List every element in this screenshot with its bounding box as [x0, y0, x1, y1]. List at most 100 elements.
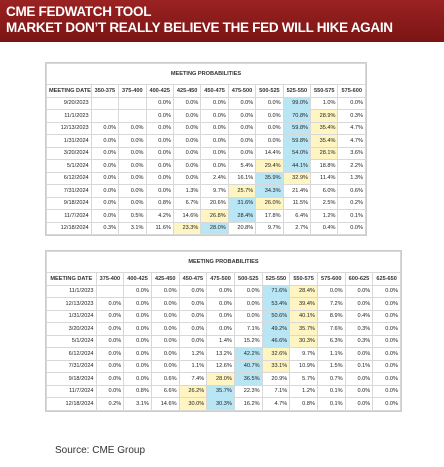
cell: 16.2% — [233, 397, 263, 411]
cell: 0.0% — [145, 109, 174, 123]
cell: 7.6% — [316, 322, 346, 336]
cell: 0.2% — [337, 196, 366, 210]
cell: 0.0% — [95, 347, 125, 361]
column-header: MEETING DATE — [46, 272, 97, 286]
row: 1/31/2024 0.0% 0.0% 0.0% 0.0% 0.0% 0.0% 50.6% 40… — [46, 309, 401, 323]
cell: 0.0% — [95, 359, 125, 373]
cell: 40.1% — [289, 309, 318, 323]
cell: 44.1% — [282, 159, 312, 173]
meeting-date: 9/20/2023 — [46, 96, 92, 110]
cell: 0.0% — [344, 372, 374, 386]
cell: 0.0% — [206, 284, 235, 298]
cell: 26.2% — [178, 384, 208, 398]
cell: 2.4% — [200, 171, 229, 185]
cell: 29.4% — [255, 159, 284, 173]
cell: 1.2% — [289, 384, 318, 398]
cell: 0.0% — [172, 171, 202, 185]
cell: 0.0% — [123, 334, 152, 348]
cell: 0.0% — [200, 109, 229, 123]
cell: 0.0% — [372, 297, 401, 311]
cell: 5.7% — [289, 372, 318, 386]
cell: 0.0% — [145, 134, 174, 148]
cell: 0.0% — [118, 121, 147, 135]
meeting-date: 12/13/2023 — [46, 121, 92, 135]
cell: 0.4% — [344, 309, 374, 323]
cell: 0.0% — [118, 146, 147, 160]
cell: 0.1% — [337, 209, 366, 223]
title-row: MEETING PROBABILITIES — [46, 63, 366, 85]
cell: 6.4% — [282, 209, 312, 223]
cell: 0.0% — [200, 96, 229, 110]
cell: 16.1% — [227, 171, 257, 185]
meeting-date: 3/20/2024 — [46, 322, 97, 336]
cell: 6.0% — [310, 184, 339, 198]
cell: 0.0% — [200, 159, 229, 173]
row: 12/13/2023 0.0% 0.0% 0.0% 0.0% 0.0% 0.0% 0.0% 59… — [46, 121, 366, 135]
row: 9/18/2024 0.0% 0.0% 0.6% 7.4% 28.0% 36.5% 20.9%… — [46, 372, 401, 386]
column-header: MEETING DATE — [46, 84, 92, 98]
cell: 28.4% — [227, 209, 257, 223]
cell: 0.0% — [90, 184, 120, 198]
cell: 9.7% — [255, 221, 284, 235]
column-header: 475-500 — [206, 272, 235, 286]
column-header: 525-550 — [261, 272, 291, 286]
cell: 1.2% — [310, 209, 339, 223]
cell: 26.0% — [255, 196, 284, 210]
cell — [90, 96, 120, 110]
cell: 17.8% — [255, 209, 284, 223]
column-header: 425-450 — [150, 272, 180, 286]
meeting-date: 1/31/2024 — [46, 309, 97, 323]
row: 5/1/2024 0.0% 0.0% 0.0% 0.0% 1.4% 15.2% 46.6% 30… — [46, 334, 401, 348]
cell: 0.0% — [200, 121, 229, 135]
header: CME FEDWATCH TOOL MARKET DON’T REALLY BE… — [0, 0, 444, 42]
cell: 7.1% — [233, 322, 263, 336]
title-row: MEETING PROBABILITIES — [46, 251, 401, 273]
header-row: MEETING DATE 350-375 375-400 400-425 425-450… — [46, 84, 366, 98]
cell: 4.7% — [337, 134, 366, 148]
column-header: 425-450 — [172, 84, 202, 98]
column-header: 600-625 — [344, 272, 374, 286]
cell: 14.4% — [255, 146, 284, 160]
cell: 0.0% — [206, 297, 235, 311]
cell: 0.0% — [150, 334, 180, 348]
cell: 0.0% — [372, 384, 401, 398]
cell: 0.1% — [344, 359, 374, 373]
meeting-date: 1/31/2024 — [46, 134, 92, 148]
cell: 28.1% — [310, 146, 339, 160]
meeting-date: 5/1/2024 — [46, 334, 97, 348]
cell: 26.8% — [200, 209, 229, 223]
cell: 6.7% — [172, 196, 202, 210]
cell: 0.0% — [178, 297, 208, 311]
column-header: 400-425 — [145, 84, 174, 98]
meeting-date: 3/20/2024 — [46, 146, 92, 160]
meeting-date: 12/13/2023 — [46, 297, 97, 311]
row: 7/31/2024 0.0% 0.0% 0.0% 1.3% 9.7% 25.7% 34.3% 2… — [46, 184, 366, 198]
cell: 0.0% — [337, 221, 366, 235]
cell: 28.4% — [289, 284, 318, 298]
cell: 3.1% — [118, 221, 147, 235]
cell: 20.9% — [261, 372, 291, 386]
cell: 7.1% — [261, 384, 291, 398]
row: 11/1/2023 0.0% 0.0% 0.0% 0.0% 0.0% 71.6% 28.4% 0… — [46, 284, 401, 298]
cell: 21.4% — [282, 184, 312, 198]
column-header: 525-550 — [282, 84, 312, 98]
cell: 0.0% — [150, 359, 180, 373]
cell: 0.0% — [200, 134, 229, 148]
cell: 0.0% — [95, 334, 125, 348]
cell: 0.0% — [95, 309, 125, 323]
cell: 1.3% — [172, 184, 202, 198]
cell: 0.0% — [255, 109, 284, 123]
cell: 0.0% — [344, 284, 374, 298]
cell: 1.0% — [310, 96, 339, 110]
cell: 0.0% — [227, 121, 257, 135]
cell: 0.0% — [145, 146, 174, 160]
cell: 0.3% — [337, 109, 366, 123]
cell: 0.0% — [90, 159, 120, 173]
cell — [95, 284, 125, 298]
row: 5/1/2024 0.0% 0.0% 0.0% 0.0% 0.0% 5.4% 29.4% 44.… — [46, 159, 366, 173]
cell: 0.6% — [150, 372, 180, 386]
column-header: 550-575 — [310, 84, 339, 98]
cell: 0.0% — [123, 347, 152, 361]
column-header: 450-475 — [178, 272, 208, 286]
cell: 1.1% — [178, 359, 208, 373]
